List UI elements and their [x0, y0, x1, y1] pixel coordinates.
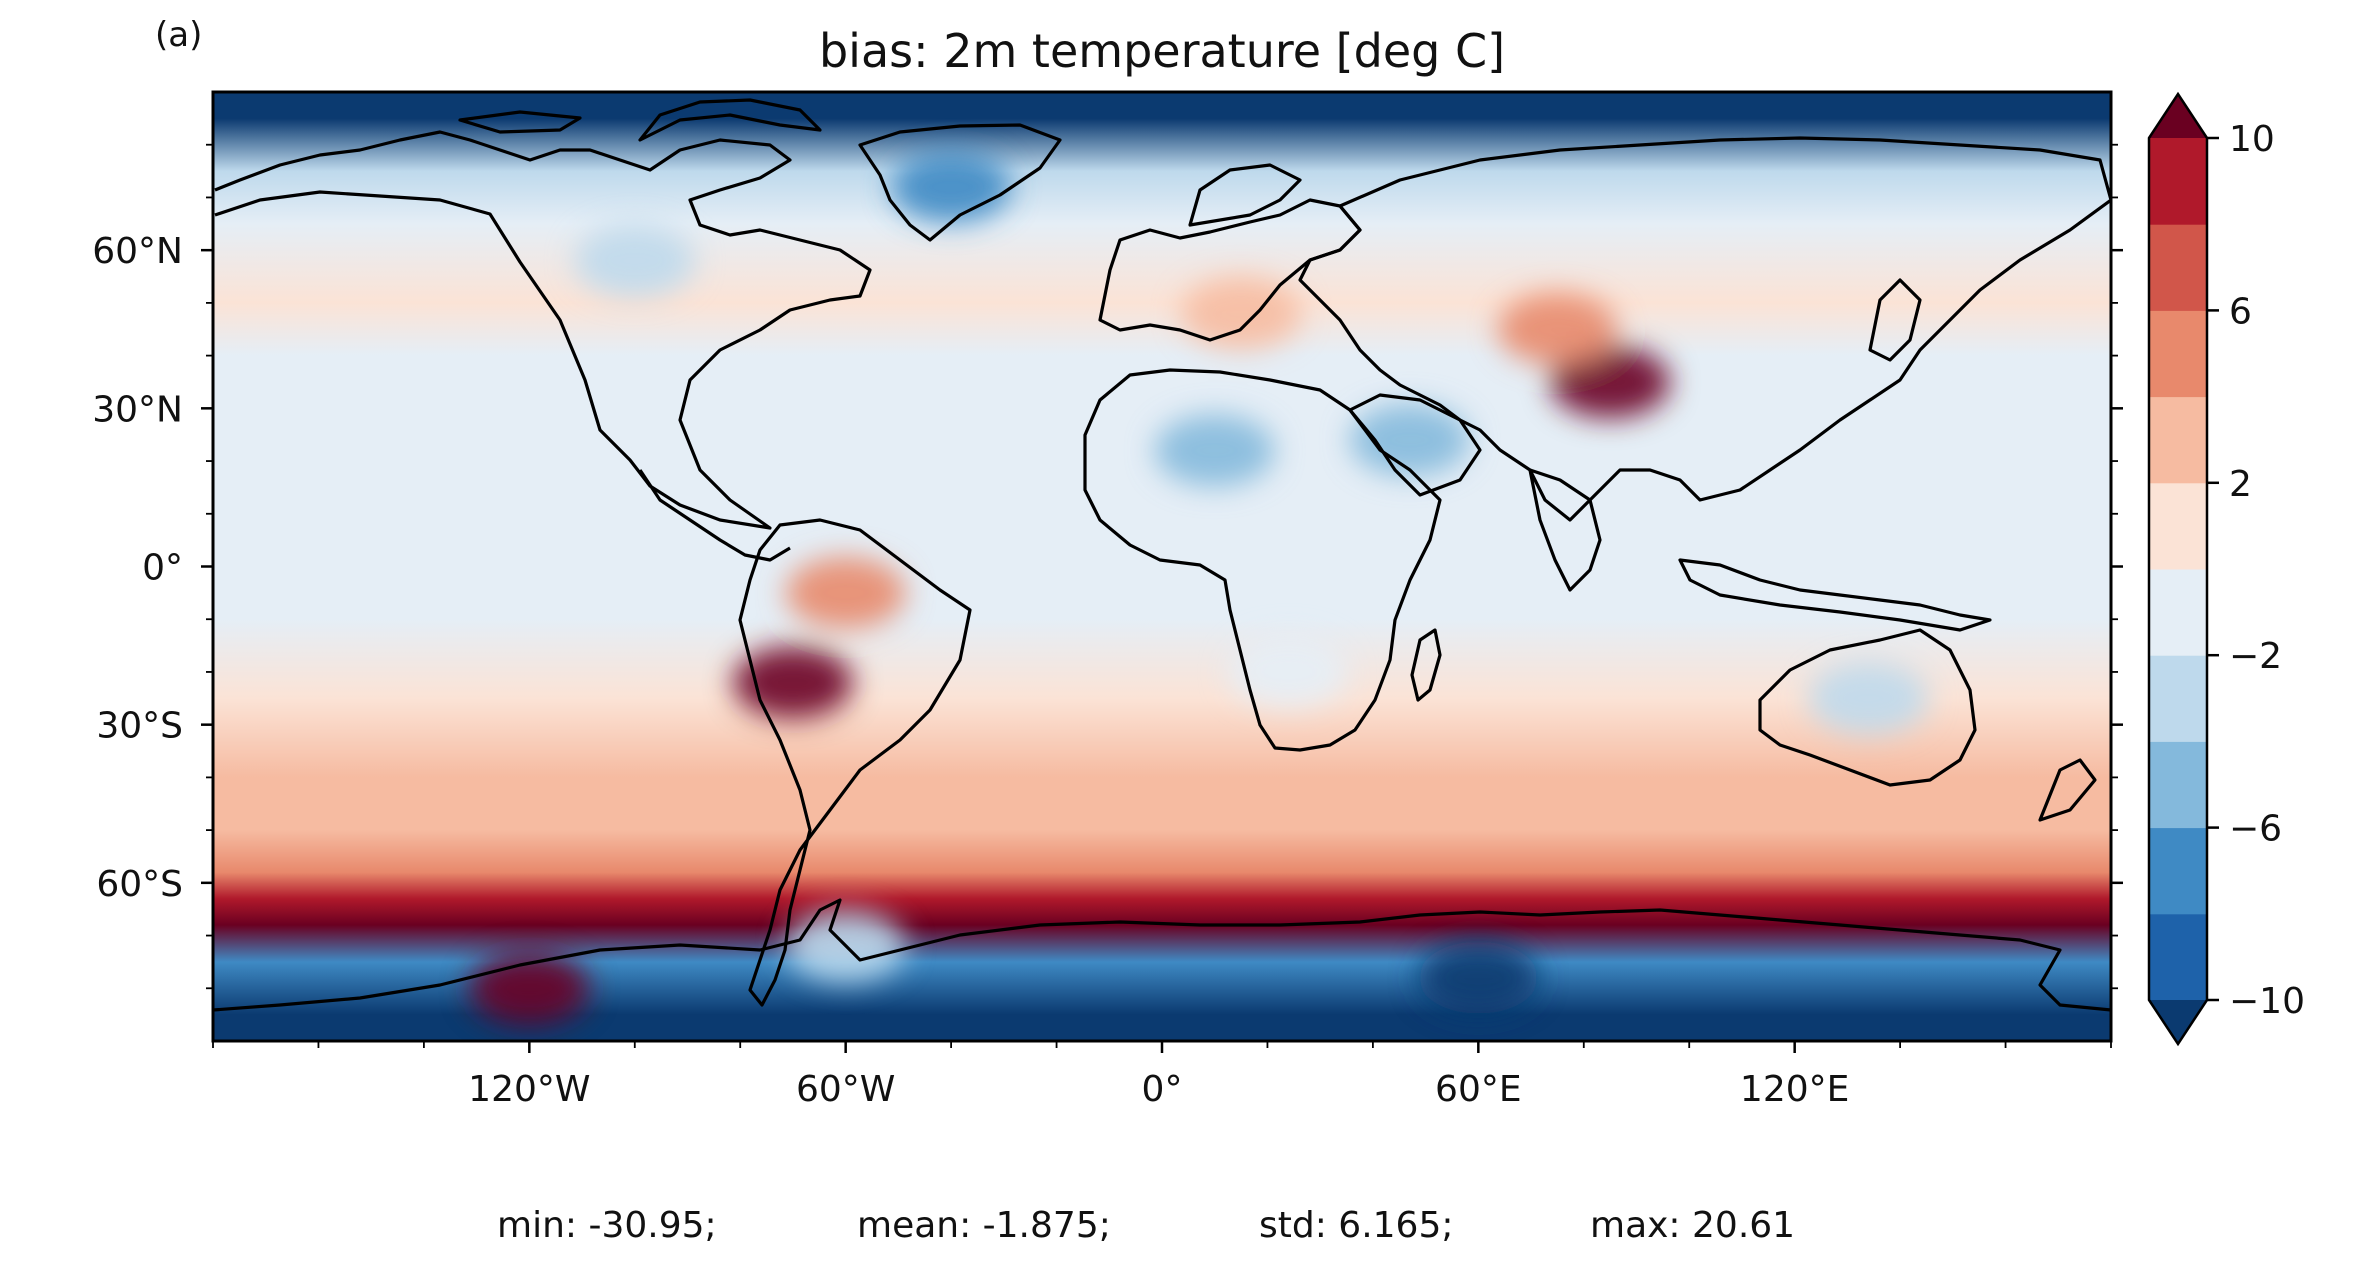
- colorbar-tick-label: −10: [2229, 981, 2305, 1022]
- bias-region-east-antarctica: [1418, 941, 1539, 1014]
- colorbar-tick-label: 10: [2229, 119, 2275, 160]
- zonal-bias-field: [213, 92, 2111, 1041]
- bias-region-europe: [1181, 277, 1302, 350]
- colorbar-segment: [2149, 310, 2207, 398]
- map-panel: 120°W 60°W 0° 60°E 120°E 60°N 30°N 0° 30°S 60°S: [92, 90, 2123, 1110]
- lon-tick-label: 60°E: [1435, 1069, 1522, 1110]
- colorbar-segment: [2149, 913, 2207, 1001]
- scandinavia-coastline: [1188, 163, 1302, 227]
- bias-region-central-asia: [1497, 293, 1618, 366]
- indonesia-coastline: [1678, 558, 1992, 632]
- lat-tick-label: 30°N: [92, 389, 183, 430]
- stat-min: min: -30.95;: [497, 1205, 717, 1246]
- bias-region-australia: [1808, 662, 1929, 735]
- colorbar: 10 6 2 −2 −6 −10: [2147, 91, 2305, 1047]
- bias-region-amazon: [785, 556, 906, 629]
- colorbar-segment: [2149, 741, 2207, 829]
- bias-region-canada: [574, 224, 695, 297]
- arctic-islands-coastline: [458, 98, 822, 142]
- colorbar-segment: [2149, 224, 2207, 311]
- australia-coastline: [1758, 628, 1977, 787]
- madagascar-coastline: [1410, 628, 1442, 702]
- north-america-coastline: [214, 130, 872, 530]
- greenland-coastline: [858, 123, 1062, 242]
- new-zealand-coastline: [2038, 758, 2097, 822]
- colorbar-tick-label: −2: [2229, 636, 2282, 677]
- colorbar-tick-label: 2: [2229, 464, 2252, 505]
- stat-mean: mean: -1.875;: [857, 1205, 1111, 1246]
- bias-region-arabian-peninsula: [1349, 403, 1470, 476]
- lat-tick-label: 60°S: [96, 864, 183, 905]
- colorbar-segment: [2149, 482, 2207, 570]
- stat-max: max: 20.61: [1590, 1205, 1795, 1246]
- lat-tick-label: 60°N: [92, 231, 183, 272]
- colorbar-segment: [2149, 655, 2207, 742]
- arabia-coastline: [1348, 393, 1482, 497]
- colorbar-tick-label: −6: [2229, 809, 2282, 850]
- stat-std: std: 6.165;: [1259, 1205, 1453, 1246]
- lat-tick-label: 0°: [142, 548, 183, 589]
- lon-tick-label: 120°E: [1740, 1069, 1849, 1110]
- bias-region-greenland: [891, 150, 1012, 223]
- map-axes: 120°W 60°W 0° 60°E 120°E 60°N 30°N 0° 30°S 60°S: [92, 143, 2123, 1110]
- stats-line: min: -30.95; mean: -1.875; std: 6.165; m…: [497, 1205, 1795, 1246]
- panel-label: (a): [155, 15, 202, 55]
- bias-region-southern-africa: [1228, 635, 1349, 708]
- south-america-coastline: [738, 518, 972, 1007]
- bias-region-tibetan-plateau: [1550, 345, 1671, 418]
- lon-tick-label: 60°W: [796, 1069, 895, 1110]
- africa-coastline: [1083, 368, 1442, 752]
- asia-coastline: [1298, 136, 2111, 522]
- bias-region-andes: [732, 646, 853, 719]
- japan-coastline: [1868, 278, 1922, 362]
- chart-title: bias: 2m temperature [deg C]: [819, 24, 1505, 78]
- bias-region-sahara: [1154, 414, 1275, 487]
- colorbar-segment: [2149, 138, 2207, 225]
- colorbar-segment: [2149, 569, 2207, 656]
- india-coastline: [1528, 468, 1602, 592]
- colorbar-extend-max: [2149, 94, 2207, 138]
- lat-tick-label: 30°S: [96, 706, 183, 747]
- colorbar-tick-label: 6: [2229, 291, 2252, 332]
- coastlines: [213, 98, 2111, 1012]
- central-america-coastline: [638, 469, 791, 562]
- antarctica-coastline: [213, 898, 2111, 1012]
- colorbar-segment: [2149, 396, 2207, 484]
- lon-tick-label: 120°W: [468, 1069, 590, 1110]
- colorbar-extend-min: [2149, 1000, 2207, 1044]
- lon-tick-label: 0°: [1142, 1069, 1183, 1110]
- colorbar-segment: [2149, 827, 2207, 915]
